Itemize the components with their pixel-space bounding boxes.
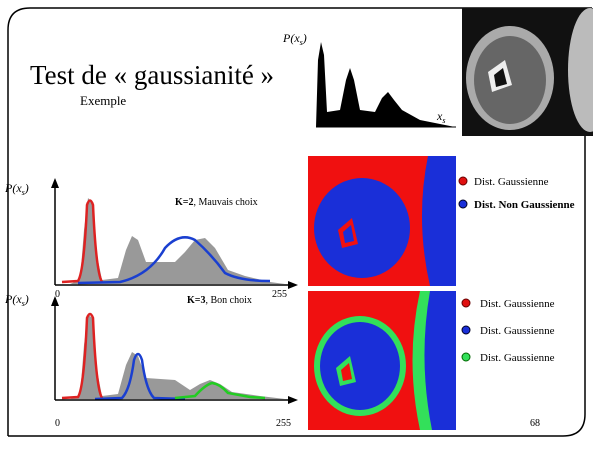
- legend-dot: [461, 298, 471, 308]
- segmentation-k2: [308, 156, 456, 286]
- subtitle: Exemple: [80, 93, 126, 108]
- x-min: 0: [55, 418, 60, 429]
- segmentation-k3: [308, 291, 456, 430]
- non-gaussian-fit: [77, 236, 271, 285]
- x-min: 0: [55, 289, 60, 300]
- x-max: 255: [272, 289, 287, 300]
- chart-k2: P(xs) K=2, Mauvais choix 0 255: [4, 178, 298, 300]
- histogram: [70, 314, 285, 399]
- legend-dot: [461, 352, 471, 362]
- legend-dot: [461, 325, 471, 335]
- y-label: P(xs): [282, 31, 307, 47]
- mri-image: [462, 8, 593, 136]
- title: Test de « gaussianité »: [30, 60, 274, 90]
- gaussian-fit: [94, 352, 186, 401]
- histogram: [70, 198, 285, 284]
- x-label: xs: [436, 109, 445, 125]
- legend-dot: [458, 176, 468, 186]
- page-number: 68: [530, 418, 540, 429]
- legend-label: Dist. Gaussienne: [480, 298, 555, 310]
- arrow: [288, 396, 298, 404]
- y-label: P(xs): [4, 292, 29, 308]
- slide-frame: [7, 7, 592, 437]
- caption: K=3, Bon choix: [187, 295, 252, 306]
- legend-label: Dist. Non Gaussienne: [474, 199, 575, 211]
- arrow: [51, 296, 59, 306]
- arrow: [288, 281, 298, 289]
- gaussian-fit: [61, 199, 104, 284]
- x-max: 255: [276, 418, 291, 429]
- y-label: P(xs): [4, 181, 29, 197]
- arrow: [51, 178, 59, 188]
- gaussian-fit: [174, 381, 266, 400]
- legend-label: Dist. Gaussienne: [480, 325, 555, 337]
- histogram: [316, 42, 455, 127]
- legend-label: Dist. Gaussienne: [474, 176, 549, 188]
- chart-k3: P(xs) K=3, Bon choix 0 255: [4, 292, 298, 429]
- caption: K=2, Mauvais choix: [175, 197, 258, 208]
- legend-label: Dist. Gaussienne: [480, 352, 555, 364]
- gaussian-fit: [61, 312, 104, 400]
- legend-dot: [458, 199, 468, 209]
